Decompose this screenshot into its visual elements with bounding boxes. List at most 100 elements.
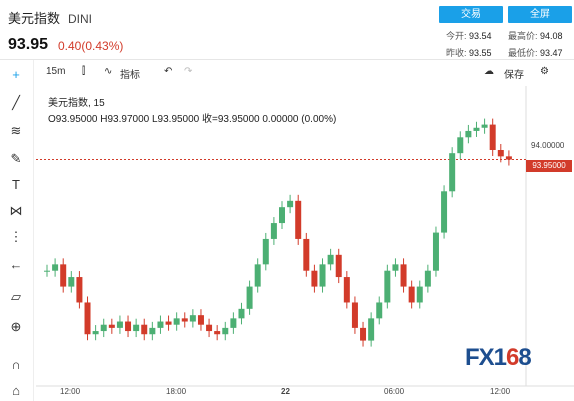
- open-prev-stats: 今开: 93.54 昨收: 93.55: [446, 31, 492, 58]
- ruler-icon[interactable]: ▱: [11, 289, 21, 304]
- candle: [343, 277, 350, 303]
- candle: [360, 327, 367, 341]
- candle: [173, 318, 180, 325]
- candle: [44, 270, 50, 272]
- candle: [52, 264, 59, 271]
- candle: [327, 254, 334, 265]
- candle: [165, 321, 172, 325]
- candle: [108, 324, 115, 328]
- last-price: 93.95: [8, 36, 49, 53]
- cloud-icon[interactable]: ☁: [484, 66, 494, 77]
- candle: [189, 315, 196, 322]
- candle: [206, 324, 213, 332]
- price-change: 0.40(0.43%): [58, 39, 124, 53]
- x-tick: 12:00: [490, 387, 511, 396]
- candle: [408, 286, 415, 303]
- candle: [116, 321, 123, 328]
- candle: [100, 324, 107, 332]
- pattern-icon[interactable]: ⋈: [9, 203, 23, 218]
- chart-legend-title: 美元指数, 15: [48, 98, 105, 109]
- candle: [497, 150, 504, 157]
- candle: [449, 153, 456, 192]
- candle: [84, 302, 91, 335]
- candle: [481, 124, 488, 128]
- redo-icon[interactable]: ↷: [184, 66, 193, 77]
- candle: [465, 130, 472, 138]
- candle: [230, 318, 237, 328]
- candle: [295, 200, 302, 239]
- candle: [457, 137, 464, 154]
- candle: [432, 232, 439, 271]
- x-tick: 18:00: [166, 387, 187, 396]
- trade-button[interactable]: 交易: [439, 6, 503, 23]
- candle: [133, 324, 140, 332]
- crosshair-icon[interactable]: +: [12, 67, 20, 82]
- high-low-stats: 最高价: 94.08 最低价: 93.47: [508, 31, 563, 58]
- candle: [319, 264, 326, 287]
- trendline-icon[interactable]: ╱: [12, 95, 20, 110]
- back-arrow-icon[interactable]: ←: [9, 257, 23, 272]
- candle: [181, 318, 188, 322]
- candle: [262, 238, 269, 265]
- price-chart[interactable]: [36, 86, 574, 401]
- drawing-toolbar: + ╱ ≋ ✎ T ⋈ ⋮ ← ▱ ⊕ ∩ ⌂: [0, 60, 34, 401]
- interval-selector[interactable]: 15m: [46, 66, 66, 77]
- candle: [376, 302, 383, 319]
- x-tick: 12:00: [60, 387, 81, 396]
- measure-tools-icon[interactable]: ⋮: [9, 229, 23, 244]
- candle: [441, 191, 448, 233]
- candle: [214, 331, 221, 335]
- lock-icon[interactable]: ⌂: [12, 383, 20, 398]
- candle: [473, 127, 480, 131]
- candle: [141, 324, 148, 335]
- candle: [416, 286, 423, 303]
- settings-icon[interactable]: ⚙: [540, 66, 549, 77]
- candle: [92, 331, 99, 335]
- fullscreen-button[interactable]: 全屏: [508, 6, 572, 23]
- candle: [60, 264, 67, 287]
- candle: [246, 286, 253, 309]
- save-button[interactable]: 保存: [504, 70, 524, 81]
- candle: [384, 270, 391, 303]
- candle: [400, 264, 407, 287]
- indicators-button[interactable]: 指标: [120, 70, 140, 81]
- brush-icon[interactable]: ✎: [10, 151, 22, 166]
- candle: [149, 327, 156, 335]
- candle: [238, 308, 245, 319]
- text-icon[interactable]: T: [12, 177, 20, 192]
- chart-legend-ohlc: O93.95000 H93.97000 L93.95000 收=93.95000…: [48, 114, 337, 125]
- candle: [303, 238, 310, 271]
- undo-icon[interactable]: ↶: [164, 66, 173, 77]
- chart-type-icon[interactable]: ⫿: [82, 66, 86, 77]
- candle: [157, 321, 164, 328]
- quote-header: 美元指数 DINI 93.95 0.40(0.43%) 交易 全屏 今开: 93.…: [0, 0, 574, 60]
- candle: [424, 270, 431, 287]
- candle: [311, 270, 318, 287]
- indicators-icon[interactable]: ∿: [104, 66, 113, 77]
- fx168-logo: FX168: [465, 344, 532, 371]
- current-price-badge: 93.95000: [526, 160, 572, 172]
- price-tick: 94.00000: [531, 141, 565, 150]
- candle: [279, 207, 285, 224]
- candle: [76, 277, 83, 303]
- candle: [489, 124, 496, 150]
- zoom-icon[interactable]: ⊕: [10, 319, 22, 334]
- candle: [351, 302, 358, 328]
- candle: [222, 327, 229, 335]
- symbol-name: 美元指数 DINI: [8, 11, 93, 26]
- candle: [505, 156, 512, 160]
- candle: [392, 264, 399, 271]
- candle: [254, 264, 261, 287]
- x-tick: 06:00: [384, 387, 405, 396]
- candle: [335, 254, 342, 278]
- x-tick: 22: [281, 387, 290, 396]
- fib-icon[interactable]: ≋: [10, 123, 22, 138]
- candle: [197, 315, 204, 325]
- magnet-icon[interactable]: ∩: [11, 357, 21, 372]
- candle: [68, 277, 75, 287]
- candle: [287, 200, 294, 208]
- candle: [125, 321, 132, 332]
- candle: [368, 318, 375, 341]
- chart-toolbar: 15m ⫿ ∿ 指标 ↶ ↷ ☁ 保存 ⚙: [36, 60, 574, 86]
- candle: [270, 223, 277, 239]
